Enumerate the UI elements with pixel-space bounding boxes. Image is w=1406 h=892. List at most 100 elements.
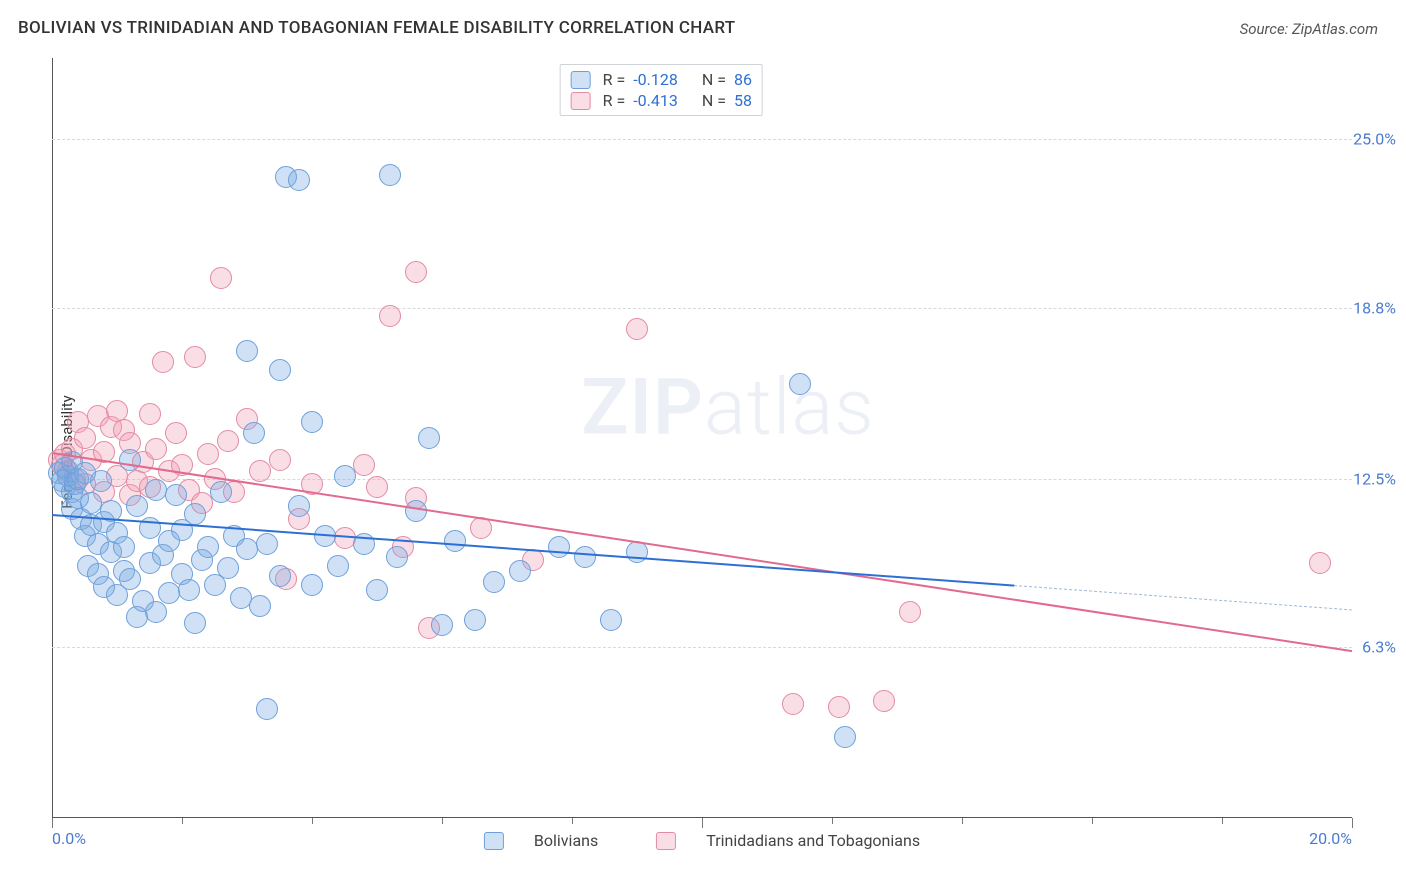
data-point-blue [184, 612, 206, 634]
data-point-blue [269, 359, 291, 381]
data-point-blue [366, 579, 388, 601]
series-label-blue: Bolivians [534, 831, 598, 850]
data-point-blue [405, 500, 427, 522]
data-point-pink [197, 443, 219, 465]
legend-row-blue: R = -0.128 N = 86 [571, 69, 752, 90]
data-point-blue [236, 340, 258, 362]
legend-series: Bolivians Trinidadians and Tobagonians [484, 831, 920, 850]
x-tick [1092, 818, 1093, 824]
gridline-h [52, 308, 1352, 309]
y-tick-label: 18.8% [1353, 298, 1396, 317]
data-point-pink [269, 449, 291, 471]
x-tick [702, 818, 703, 828]
data-point-blue [464, 609, 486, 631]
data-point-blue [386, 546, 408, 568]
data-point-pink [74, 427, 96, 449]
data-point-blue [483, 571, 505, 593]
data-point-pink [145, 438, 167, 460]
gridline-h [52, 139, 1352, 140]
data-point-pink [217, 430, 239, 452]
swatch-pink-icon [656, 832, 676, 850]
data-point-blue [327, 555, 349, 577]
y-tick-label: 25.0% [1353, 130, 1396, 149]
swatch-blue-icon [571, 71, 591, 89]
chart-title: BOLIVIAN VS TRINIDADIAN AND TOBAGONIAN F… [18, 18, 735, 38]
r-label: R = [603, 70, 626, 89]
chart-container: Female Disability ZIPatlas R = -0.128 N … [18, 52, 1388, 852]
swatch-blue-icon [484, 832, 504, 850]
data-point-blue [145, 601, 167, 623]
y-tick-label: 12.5% [1353, 469, 1396, 488]
x-tick-label: 0.0% [52, 829, 86, 848]
y-axis-line [52, 58, 53, 818]
data-point-pink [165, 422, 187, 444]
data-point-pink [899, 601, 921, 623]
gridline-h [52, 479, 1352, 480]
x-tick-label: 20.0% [1309, 829, 1352, 848]
data-point-blue [789, 373, 811, 395]
x-tick [962, 818, 963, 824]
data-point-blue [288, 169, 310, 191]
data-point-blue [509, 560, 531, 582]
data-point-blue [210, 481, 232, 503]
x-tick [312, 818, 313, 824]
data-point-blue [379, 164, 401, 186]
data-point-blue [184, 503, 206, 525]
data-point-pink [210, 267, 232, 289]
data-point-pink [139, 403, 161, 425]
data-point-blue [334, 465, 356, 487]
gridline-h [52, 647, 1352, 648]
data-point-blue [288, 495, 310, 517]
data-point-blue [301, 411, 323, 433]
n-label: N = [702, 70, 726, 89]
x-tick [1352, 818, 1353, 828]
data-point-blue [158, 582, 180, 604]
data-point-pink [334, 527, 356, 549]
swatch-pink-icon [571, 92, 591, 110]
data-point-blue [145, 479, 167, 501]
data-point-blue [574, 546, 596, 568]
data-point-pink [366, 476, 388, 498]
series-label-pink: Trinidadians and Tobagonians [706, 831, 920, 850]
x-tick [52, 818, 53, 828]
data-point-blue [126, 495, 148, 517]
data-point-blue [165, 484, 187, 506]
data-point-blue [178, 579, 200, 601]
data-point-blue [444, 530, 466, 552]
data-point-blue [243, 422, 265, 444]
n-value-blue: 86 [734, 70, 752, 89]
x-tick [572, 818, 573, 824]
data-point-pink [782, 693, 804, 715]
data-point-blue [119, 568, 141, 590]
n-value-pink: 58 [734, 91, 752, 110]
data-point-blue [431, 614, 453, 636]
data-point-pink [249, 460, 271, 482]
data-point-blue [418, 427, 440, 449]
watermark: ZIPatlas [581, 362, 874, 453]
legend-row-pink: R = -0.413 N = 58 [571, 90, 752, 111]
data-point-blue [197, 536, 219, 558]
data-point-pink [828, 696, 850, 718]
data-point-blue [301, 574, 323, 596]
x-tick [1222, 818, 1223, 824]
x-tick [182, 818, 183, 824]
data-point-pink [353, 454, 375, 476]
data-point-blue [256, 698, 278, 720]
data-point-blue [113, 536, 135, 558]
data-point-pink [379, 305, 401, 327]
data-point-pink [184, 346, 206, 368]
data-point-blue [834, 726, 856, 748]
source-label: Source: ZipAtlas.com [1240, 20, 1378, 38]
x-tick [832, 818, 833, 824]
data-point-blue [600, 609, 622, 631]
data-point-blue [90, 470, 112, 492]
data-point-pink [873, 690, 895, 712]
data-point-blue [256, 533, 278, 555]
data-point-blue [119, 449, 141, 471]
r-value-pink: -0.413 [633, 91, 678, 110]
r-value-blue: -0.128 [633, 70, 678, 89]
r-label: R = [603, 91, 626, 110]
data-point-blue [217, 557, 239, 579]
data-point-pink [405, 261, 427, 283]
data-point-pink [152, 351, 174, 373]
